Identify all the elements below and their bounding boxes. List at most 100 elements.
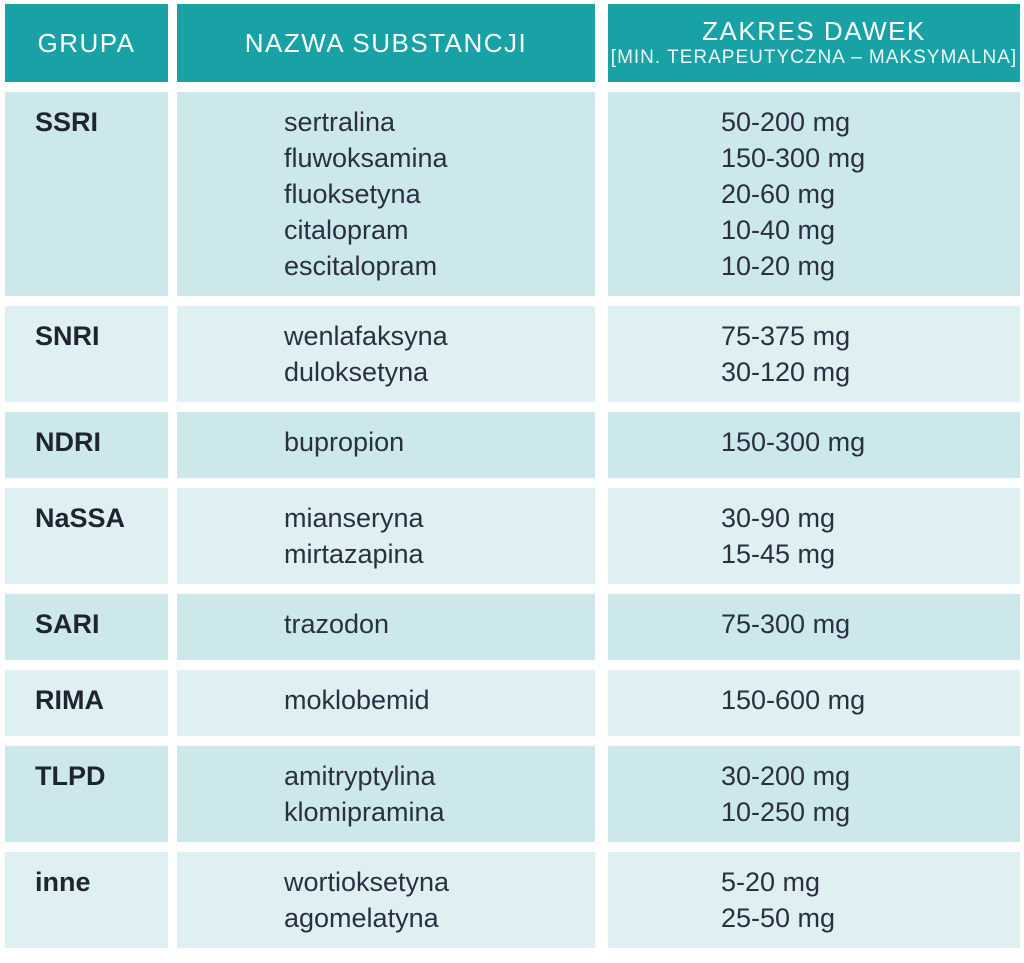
dose-value: 75-300 mg [721, 609, 851, 639]
column-gap [168, 306, 177, 402]
column-gap [168, 594, 177, 660]
group-cell: SSRI [5, 92, 168, 296]
table-row: inne wortioksetyna agomelatyna 5-20 mg 25-… [5, 852, 1020, 948]
substance-name: fluwoksamina [284, 143, 448, 173]
substance-name: klomipramina [284, 797, 445, 827]
column-gap [168, 488, 177, 584]
group-cell: SARI [5, 594, 168, 660]
group-label: SNRI [35, 321, 100, 351]
dose-cell: 75-300 mg [608, 594, 1020, 660]
column-gap [595, 306, 608, 402]
column-gap [168, 4, 177, 82]
column-gap [168, 92, 177, 296]
group-label: SARI [35, 609, 100, 639]
dose-value: 30-120 mg [721, 357, 851, 387]
group-cell: NDRI [5, 412, 168, 478]
substance-name: trazodon [284, 609, 390, 639]
group-cell: TLPD [5, 746, 168, 842]
substance-name: moklobemid [284, 685, 430, 715]
dose-value: 75-375 mg [721, 321, 851, 351]
dose-value: 15-45 mg [721, 539, 836, 569]
substance-name: duloksetyna [284, 357, 429, 387]
group-label: SSRI [35, 107, 99, 137]
table-row: SSRI sertralina fluwoksamina fluoksetyna ci… [5, 92, 1020, 296]
dose-table: GRUPA NAZWA SUBSTANCJI ZAKRES DAWEK [MIN… [5, 4, 1020, 948]
column-gap [595, 746, 608, 842]
group-cell: NaSSA [5, 488, 168, 584]
table-body: SSRI sertralina fluwoksamina fluoksetyna ci… [5, 92, 1020, 948]
group-label: TLPD [35, 761, 106, 791]
substance-cell: wenlafaksyna duloksetyna [177, 306, 595, 402]
group-cell: SNRI [5, 306, 168, 402]
table-row: NDRI bupropion 150-300 mg [5, 412, 1020, 478]
substance-cell: moklobemid [177, 670, 595, 736]
dose-value: 50-200 mg [721, 107, 851, 137]
substance-name: escitalopram [284, 251, 438, 281]
column-gap [168, 670, 177, 736]
header-cell-zakres: ZAKRES DAWEK [MIN. TERAPEUTYCZNA – MAKSY… [608, 4, 1020, 82]
dose-value: 20-60 mg [721, 179, 836, 209]
column-gap [595, 594, 608, 660]
group-label: NaSSA [35, 503, 126, 533]
dose-value: 150-300 mg [721, 143, 866, 173]
column-gap [168, 746, 177, 842]
substance-name: wenlafaksyna [284, 321, 448, 351]
substance-name: amitryptylina [284, 761, 436, 791]
dose-cell: 150-600 mg [608, 670, 1020, 736]
substance-name: bupropion [284, 427, 405, 457]
header-cell-nazwa: NAZWA SUBSTANCJI [177, 4, 595, 82]
group-label: inne [35, 867, 91, 897]
dose-cell: 150-300 mg [608, 412, 1020, 478]
dose-cell: 5-20 mg 25-50 mg [608, 852, 1020, 948]
substance-cell: amitryptylina klomipramina [177, 746, 595, 842]
dose-value: 10-250 mg [721, 797, 851, 827]
substance-cell: wortioksetyna agomelatyna [177, 852, 595, 948]
column-gap [168, 412, 177, 478]
dose-value: 30-200 mg [721, 761, 851, 791]
substance-cell: trazodon [177, 594, 595, 660]
substance-name: agomelatyna [284, 903, 439, 933]
column-gap [168, 852, 177, 948]
substance-cell: mianseryna mirtazapina [177, 488, 595, 584]
substance-cell: sertralina fluwoksamina fluoksetyna citalop… [177, 92, 595, 296]
column-gap [595, 412, 608, 478]
header-nazwa-label: NAZWA SUBSTANCJI [244, 28, 528, 58]
substance-name: sertralina [284, 107, 396, 137]
substance-name: wortioksetyna [284, 867, 450, 897]
column-gap [595, 4, 608, 82]
group-cell: inne [5, 852, 168, 948]
table-row: SARI trazodon 75-300 mg [5, 594, 1020, 660]
substance-name: citalopram [284, 215, 409, 245]
dose-value: 150-600 mg [721, 685, 866, 715]
header-zakres-subtitle: [MIN. TERAPEUTYCZNA – MAKSYMALNA] [610, 47, 1018, 68]
table-row: SNRI wenlafaksyna duloksetyna 75-375 mg 30… [5, 306, 1020, 402]
dose-cell: 50-200 mg 150-300 mg 20-60 mg 10-40 mg 10-20… [608, 92, 1020, 296]
column-gap [595, 92, 608, 296]
column-gap [595, 852, 608, 948]
group-cell: RIMA [5, 670, 168, 736]
dose-value: 10-20 mg [721, 251, 836, 281]
table-row: NaSSA mianseryna mirtazapina 30-90 mg 15-4… [5, 488, 1020, 584]
substance-name: mirtazapina [284, 539, 424, 569]
substance-name: fluoksetyna [284, 179, 421, 209]
substance-cell: bupropion [177, 412, 595, 478]
column-gap [595, 488, 608, 584]
header-cell-grupa: GRUPA [5, 4, 168, 82]
dose-cell: 30-200 mg 10-250 mg [608, 746, 1020, 842]
dose-value: 5-20 mg [721, 867, 821, 897]
table-row: TLPD amitryptylina klomipramina 30-200 mg… [5, 746, 1020, 842]
group-label: RIMA [35, 685, 104, 715]
dose-cell: 30-90 mg 15-45 mg [608, 488, 1020, 584]
dose-cell: 75-375 mg 30-120 mg [608, 306, 1020, 402]
dose-value: 30-90 mg [721, 503, 836, 533]
column-gap [595, 670, 608, 736]
dose-value: 150-300 mg [721, 427, 866, 457]
group-label: NDRI [35, 427, 101, 457]
header-grupa-label: GRUPA [37, 28, 136, 58]
header-zakres-title: ZAKRES DAWEK [702, 16, 926, 46]
dose-value: 10-40 mg [721, 215, 836, 245]
substance-name: mianseryna [284, 503, 424, 533]
table-header: GRUPA NAZWA SUBSTANCJI ZAKRES DAWEK [MIN… [5, 4, 1020, 82]
table-row: RIMA moklobemid 150-600 mg [5, 670, 1020, 736]
dose-value: 25-50 mg [721, 903, 836, 933]
